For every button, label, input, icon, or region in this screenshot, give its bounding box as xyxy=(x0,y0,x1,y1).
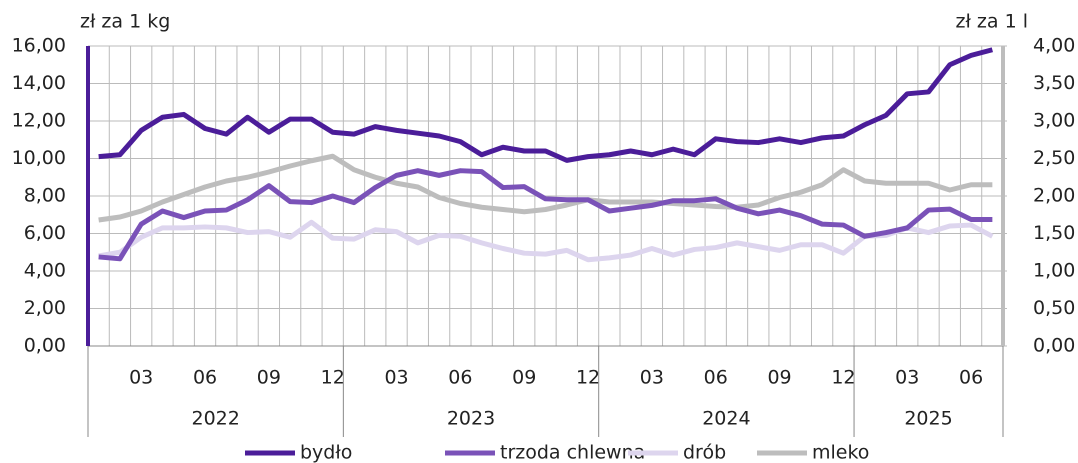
legend-label: bydło xyxy=(300,442,352,463)
y2-tick-label: 1,50 xyxy=(1033,222,1075,244)
legend-label: trzoda chlewna xyxy=(500,442,645,463)
y2-tick-label: 3,50 xyxy=(1033,72,1075,94)
series-line xyxy=(98,47,993,163)
y-tick-label: 12,00 xyxy=(12,110,66,132)
x-tick-label: 12 xyxy=(576,367,600,389)
x-tick-label: 06 xyxy=(448,367,472,389)
y-tick-label: 6,00 xyxy=(24,222,66,244)
y2-tick-label: 0,50 xyxy=(1033,297,1075,319)
y2-axis-label: zł za 1 l xyxy=(956,11,1028,33)
y-tick-label: 0,00 xyxy=(24,335,66,357)
x-tick-label: 03 xyxy=(384,367,408,389)
y-tick-label: 16,00 xyxy=(12,35,66,57)
series-line xyxy=(98,168,993,262)
y2-tick-label: 0,00 xyxy=(1033,335,1075,357)
y-tick-label: 10,00 xyxy=(12,147,66,169)
x-tick-label: 06 xyxy=(704,367,728,389)
x-tick-label: 03 xyxy=(640,367,664,389)
year-label: 2025 xyxy=(904,408,952,430)
y-tick-label: 2,00 xyxy=(24,297,66,319)
y-tick-label: 8,00 xyxy=(24,185,66,207)
series-line xyxy=(98,219,994,263)
x-tick-label: 12 xyxy=(321,367,345,389)
legend-label: mleko xyxy=(812,442,869,463)
y2-tick-label: 2,00 xyxy=(1033,185,1075,207)
x-tick-label: 12 xyxy=(831,367,855,389)
year-label: 2024 xyxy=(702,408,750,430)
y2-tick-label: 2,50 xyxy=(1033,147,1075,169)
x-tick-label: 06 xyxy=(193,367,217,389)
year-label: 2022 xyxy=(191,408,239,430)
y2-tick-label: 1,00 xyxy=(1033,260,1075,282)
legend-label: drób xyxy=(683,442,726,463)
x-tick-label: 09 xyxy=(767,367,791,389)
y-axis-label: zł za 1 kg xyxy=(80,11,170,33)
series-line xyxy=(98,153,993,223)
x-tick-label: 09 xyxy=(257,367,281,389)
x-tick-label: 09 xyxy=(512,367,536,389)
x-tick-label: 06 xyxy=(959,367,983,389)
year-label: 2023 xyxy=(447,408,495,430)
x-tick-label: 03 xyxy=(129,367,153,389)
y2-tick-label: 4,00 xyxy=(1033,35,1075,57)
y-tick-label: 14,00 xyxy=(12,72,66,94)
y-tick-label: 4,00 xyxy=(24,260,66,282)
y2-tick-label: 3,00 xyxy=(1033,110,1075,132)
x-tick-label: 03 xyxy=(895,367,919,389)
